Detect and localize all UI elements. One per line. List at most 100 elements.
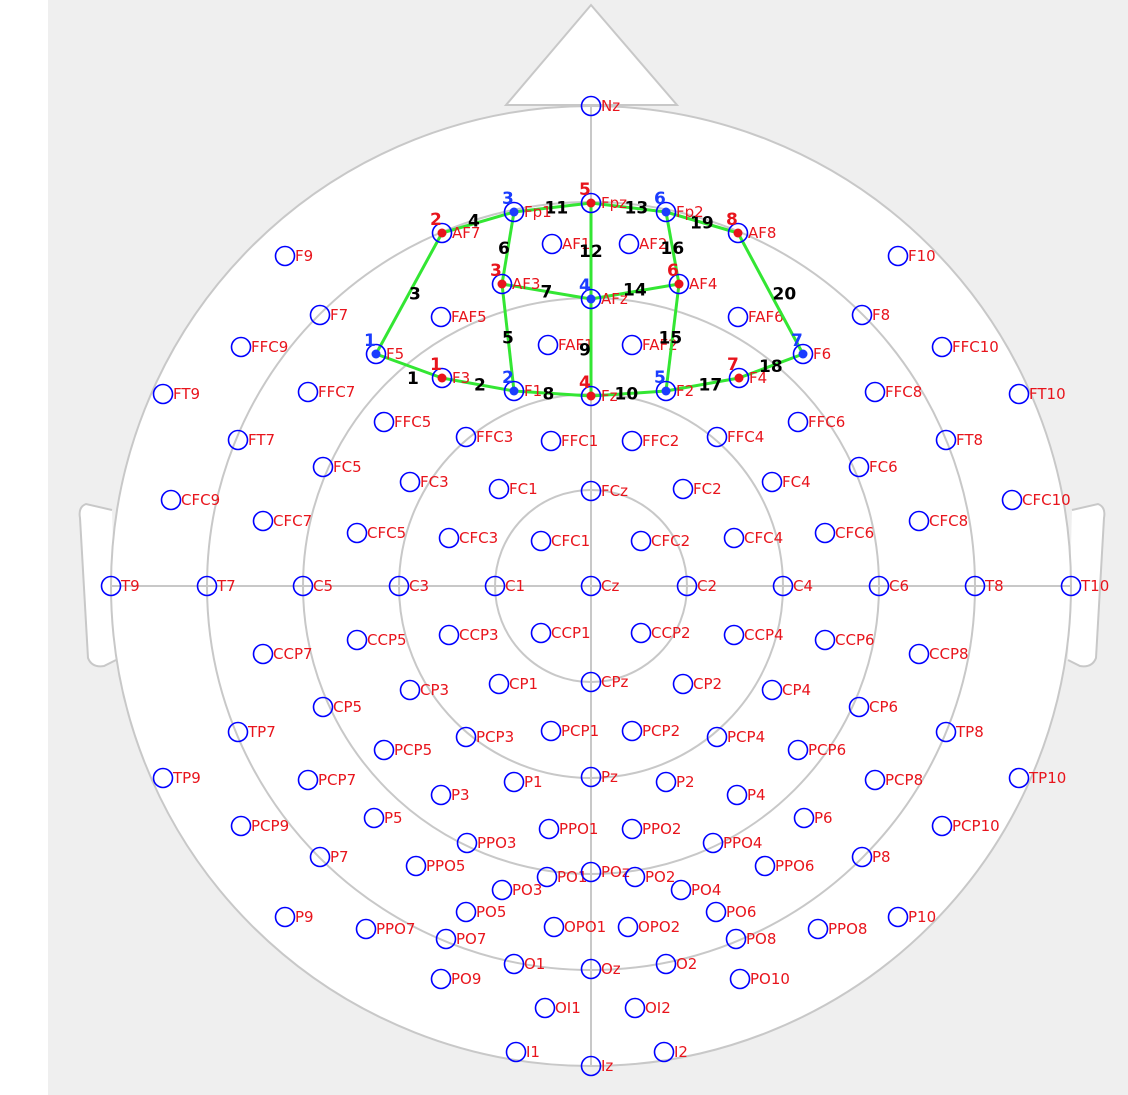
electrode-label: FFC6 [808, 413, 845, 431]
electrode-ring [100, 575, 122, 597]
electrode-ccp3: CCP3 [438, 624, 499, 646]
electrode-label: AF2 [639, 235, 667, 253]
electrode-ring [580, 861, 602, 883]
electrode-label: FFC9 [251, 338, 288, 356]
channel-number-11: 11 [545, 199, 569, 219]
electrode-fc1: FC1 [488, 478, 538, 500]
electrode-label: FC1 [509, 480, 538, 498]
channel-line-18 [738, 352, 804, 380]
electrode-p10: P10 [887, 906, 936, 928]
electrode-cfc9: CFC9 [160, 489, 220, 511]
electrode-ccp8: CCP8 [908, 643, 969, 665]
electrode-po7: PO7 [435, 928, 486, 950]
electrode-cz: Cz [580, 575, 619, 597]
electrode-label: AF1 [562, 235, 590, 253]
electrode-label: P1 [524, 773, 543, 791]
electrode-ring [726, 784, 748, 806]
electrode-t10: T10 [1060, 575, 1109, 597]
electrode-f9: F9 [274, 245, 313, 267]
electrode-label: P2 [676, 773, 695, 791]
electrode-label: FAF5 [451, 308, 487, 326]
electrode-label: FAF6 [748, 308, 784, 326]
optode-ring [668, 273, 690, 295]
electrode-label: P10 [908, 908, 936, 926]
electrode-label: C4 [793, 577, 813, 595]
electrode-p3: P3 [430, 784, 470, 806]
optode-blue-7-f6: F6 7 [791, 331, 831, 365]
electrode-ring [761, 471, 783, 493]
optode-blue-3-fp1: Fp1 3 [502, 189, 552, 223]
channel-number-9: 9 [579, 341, 591, 361]
optode-number: 1 [430, 355, 442, 375]
electrode-p7: P7 [309, 846, 349, 868]
electrode-ring [1008, 383, 1030, 405]
electrode-pcp1: PCP1 [540, 720, 599, 742]
channel-line-14 [590, 282, 680, 301]
optode-dot [798, 349, 808, 359]
optode-ring [655, 201, 677, 223]
channel-number-3: 3 [409, 285, 421, 305]
electrode-po2: PO2 [624, 866, 675, 888]
electrode-ccp4: CCP4 [723, 624, 784, 646]
electrode-ring [274, 906, 296, 928]
electrode-ring [723, 624, 745, 646]
electrode-ring [456, 832, 478, 854]
electrode-label: CFC3 [459, 529, 498, 547]
optode-dot [371, 349, 381, 359]
electrode-label: POz [601, 863, 630, 881]
electrode-label: FC4 [782, 473, 811, 491]
electrode-ring [530, 622, 552, 644]
electrode-ring [621, 818, 643, 840]
electrode-ring [621, 334, 643, 356]
electrode-label: PO5 [476, 903, 506, 921]
electrode-label: CFC9 [181, 491, 220, 509]
electrode-ring [152, 767, 174, 789]
electrode-i2: I2 [653, 1041, 688, 1063]
electrode-ccp7: CCP7 [252, 643, 313, 665]
electrode-po4: PO4 [670, 879, 721, 901]
electrode-ffc3: FFC3 [455, 426, 513, 448]
channel-number-1: 1 [407, 369, 419, 389]
electrode-ring [580, 575, 602, 597]
electrode-ring [536, 866, 558, 888]
optode-ring [727, 222, 749, 244]
electrode-cfc10: CFC10 [1001, 489, 1071, 511]
electrode-ring [1008, 767, 1030, 789]
electrode-po3: PO3 [491, 879, 542, 901]
electrode-label: CCP3 [459, 626, 499, 644]
optode-number: 6 [654, 189, 666, 209]
electrode-label: C3 [409, 577, 429, 595]
electrode-p1: P1 [503, 771, 543, 793]
electrode-t7: T7 [196, 575, 236, 597]
electrode-p8: P8 [851, 846, 891, 868]
optode-ring [580, 385, 602, 407]
optode-label: F6 [813, 345, 831, 363]
electrode-ring [491, 879, 513, 901]
channel-number-5: 5 [502, 329, 514, 349]
channel-line-15 [664, 283, 681, 392]
optode-ring [580, 192, 602, 214]
electrode-label: P8 [872, 848, 891, 866]
optode-ring [728, 367, 750, 389]
electrode-cfc1: CFC1 [530, 530, 590, 552]
electrode-label: F7 [330, 306, 348, 324]
electrode-cfc6: CFC6 [814, 522, 874, 544]
electrode-fc3: FC3 [399, 471, 449, 493]
electrode-po10: PO10 [729, 968, 790, 990]
electrode-pcp9: PCP9 [230, 815, 289, 837]
electrode-cp1: CP1 [488, 673, 538, 695]
electrode-ring [935, 721, 957, 743]
electrode-ring [851, 846, 873, 868]
electrode-ring [761, 679, 783, 701]
electrode-ring [580, 480, 602, 502]
electrode-ring [373, 411, 395, 433]
electrode-ccp6: CCP6 [814, 629, 875, 651]
electrode-ring [455, 426, 477, 448]
electrode-ring [772, 575, 794, 597]
channel-number-14: 14 [623, 281, 647, 301]
electrode-ring [868, 575, 890, 597]
electrode-t8: T8 [964, 575, 1004, 597]
electrode-ring [814, 629, 836, 651]
electrode-ring [230, 815, 252, 837]
electrode-ring [864, 769, 886, 791]
